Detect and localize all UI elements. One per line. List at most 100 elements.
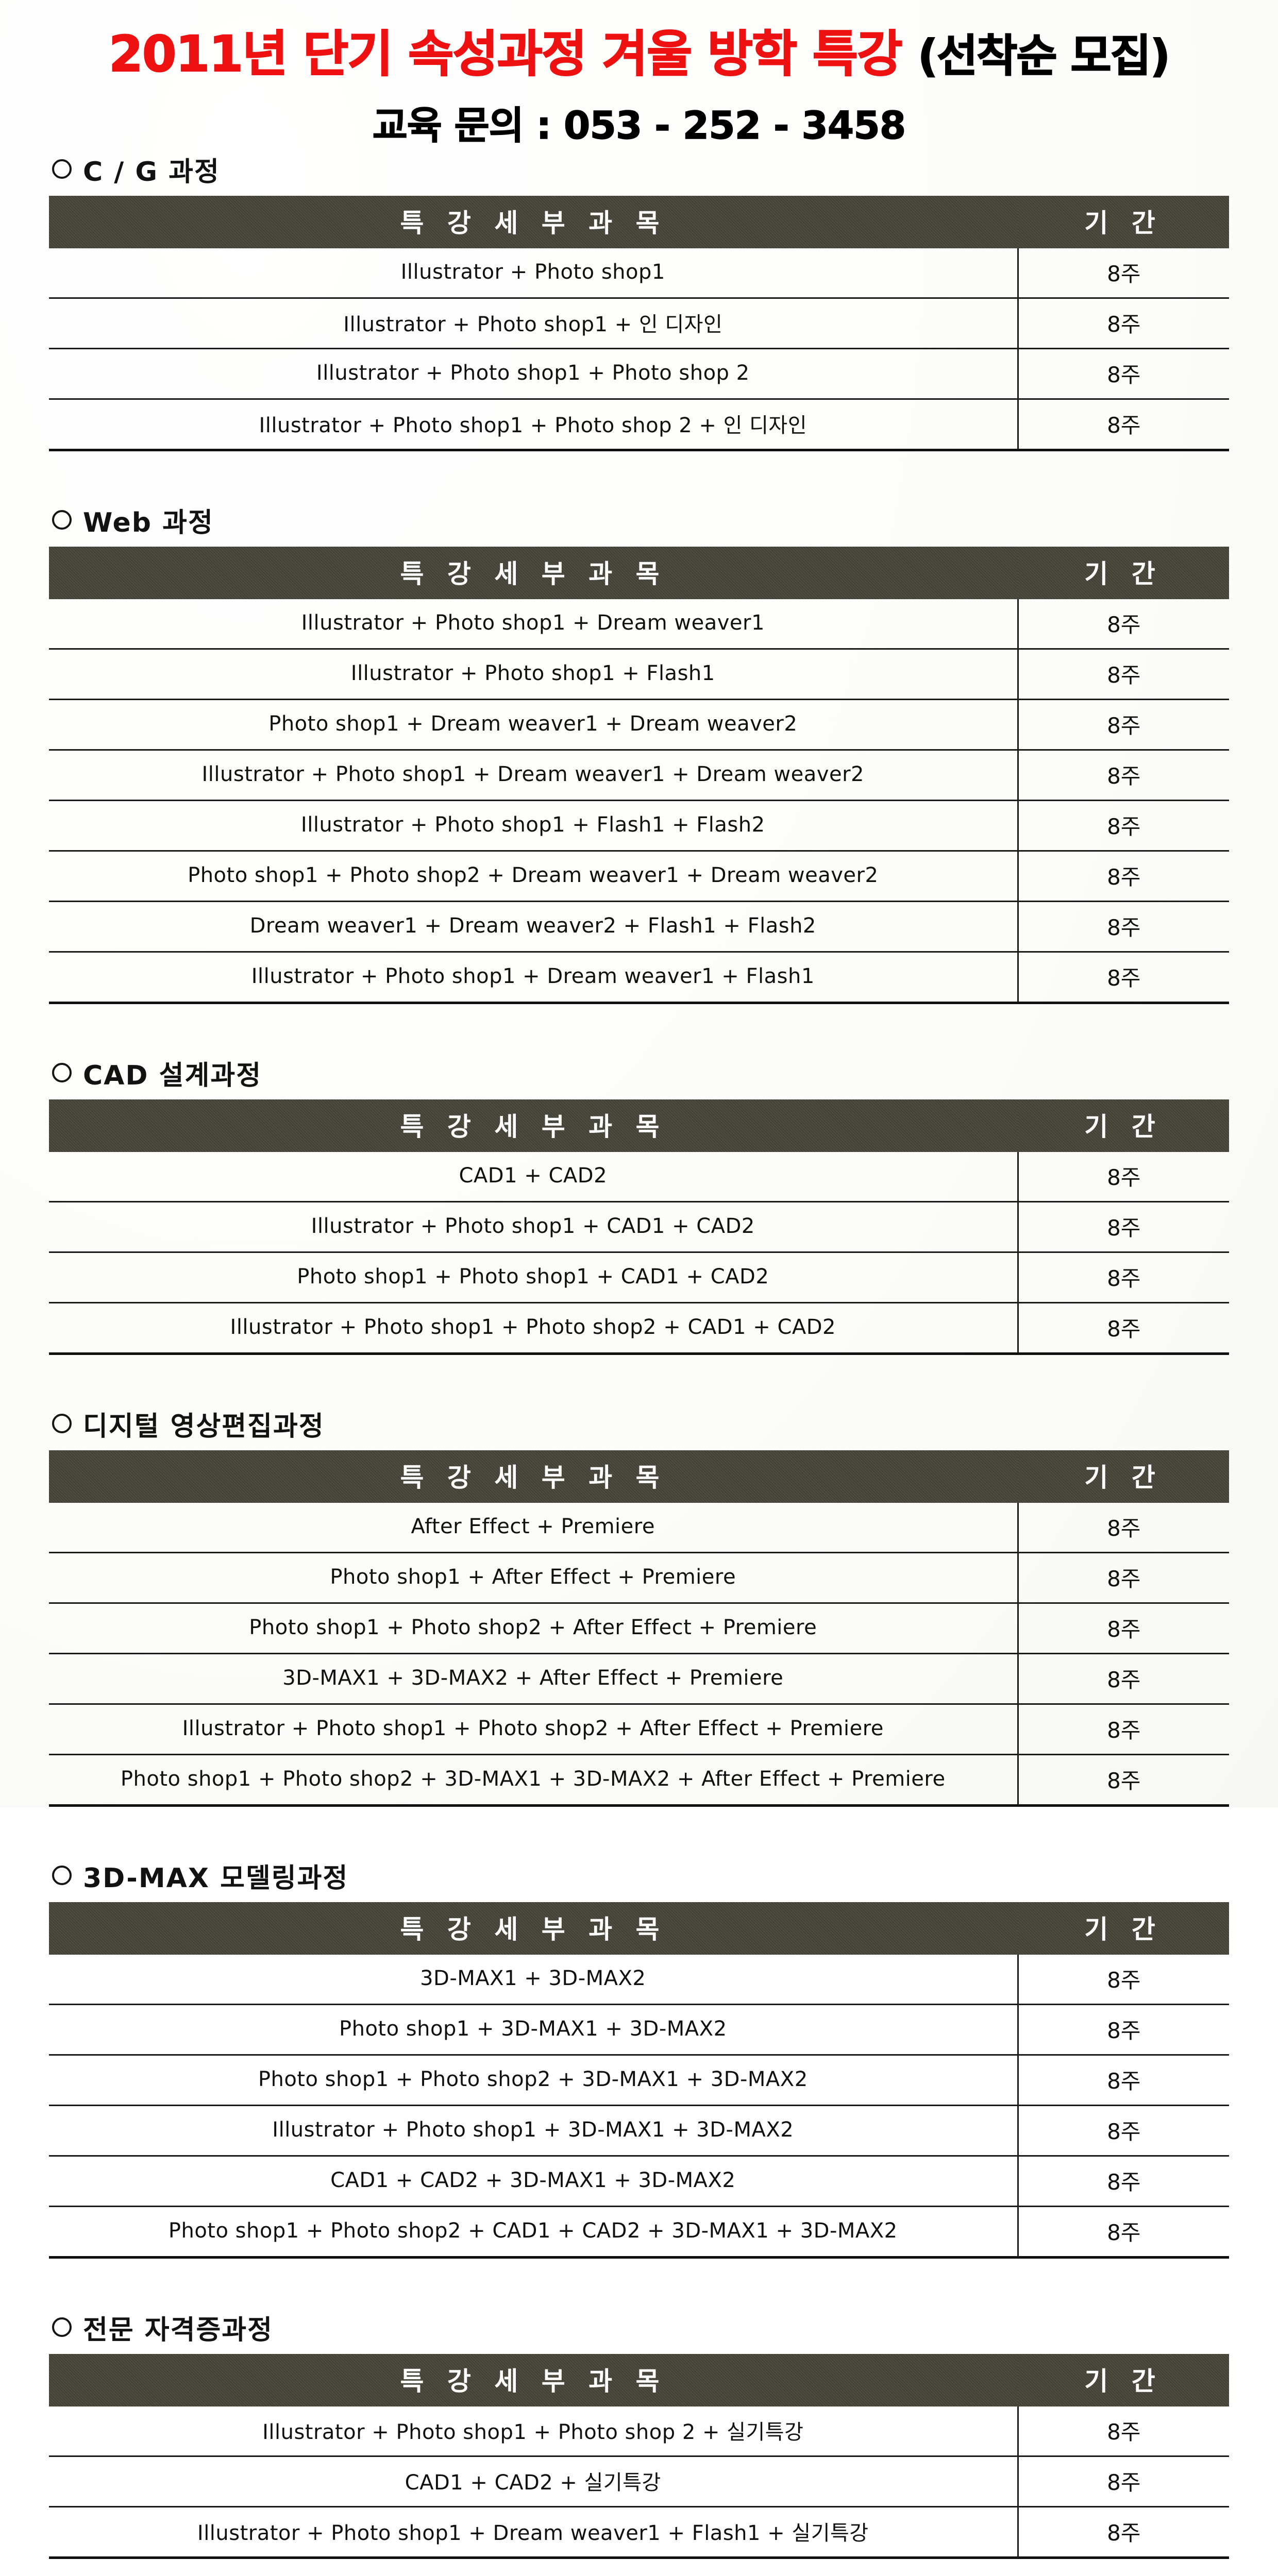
page-title-red: 2011년 단기 속성과정 겨울 방학 특강 (108, 25, 903, 83)
section-heading: Web 과정 (52, 501, 1229, 539)
cell-course-name: Illustrator + Photo shop1 + Flash1 + Fla… (49, 800, 1018, 852)
section-heading-label: 디지털 영상편집과정 (83, 1411, 325, 1442)
cell-course-name: Illustrator + Photo shop1 + Dream weaver… (49, 2506, 1018, 2559)
table-row: Photo shop1 + Photo shop2 + 3D-MAX1 + 3D… (49, 2055, 1229, 2106)
title-block: 2011년 단기 속성과정 겨울 방학 특강 (선착순 모집) 교육 문의 : … (0, 0, 1278, 150)
cell-duration: 8주 (1017, 699, 1229, 751)
cell-course-name: Photo shop1 + Dream weaver1 + Dream weav… (49, 699, 1018, 751)
column-header-course: 특 강 세 부 과 목 (49, 1099, 1018, 1152)
column-header-course: 특 강 세 부 과 목 (49, 547, 1018, 599)
cell-duration: 8주 (1017, 1201, 1229, 1253)
cell-course-name: Illustrator + Photo shop1 + Dream weaver… (49, 750, 1018, 801)
cell-course-name: Illustrator + Photo shop1 + Flash1 (49, 649, 1018, 700)
table-row: Illustrator + Photo shop1 + Dream weaver… (49, 750, 1229, 801)
cell-duration: 8주 (1017, 2156, 1229, 2207)
section-heading: 3D-MAX 모델링과정 (52, 1856, 1229, 1895)
table-row: Illustrator + Photo shop1 + CAD1 + CAD2 8… (49, 1201, 1229, 1253)
cell-duration: 8주 (1017, 901, 1229, 953)
column-header-course: 특 강 세 부 과 목 (49, 196, 1018, 248)
cell-duration: 8주 (1017, 800, 1229, 852)
table-row: 3D-MAX1 + 3D-MAX2 + After Effect + Premi… (49, 1653, 1229, 1705)
table-row: Photo shop1 + Photo shop2 + 3D-MAX1 + 3D… (49, 1754, 1229, 1807)
table-row: Illustrator + Photo shop1 + Photo shop 2… (49, 399, 1229, 451)
cell-duration: 8주 (1017, 1954, 1229, 2005)
section-heading: CAD 설계과정 (52, 1054, 1229, 1092)
circle-marker-icon (52, 1063, 72, 1083)
table-row: After Effect + Premiere 8주 (49, 1502, 1229, 1553)
page-title-black: (선착순 모집) (917, 30, 1171, 82)
cell-course-name: Illustrator + Photo shop1 + Photo shop 2… (49, 399, 1018, 451)
cell-duration: 8주 (1017, 2456, 1229, 2507)
cell-course-name: Photo shop1 + Photo shop2 + CAD1 + CAD2 … (49, 2206, 1018, 2259)
section-heading-label: Web 과정 (83, 507, 214, 538)
cell-duration: 8주 (1017, 2406, 1229, 2457)
cell-course-name: Illustrator + Photo shop1 + Photo shop2 … (49, 1704, 1018, 1755)
section-spacer (0, 2559, 1278, 2576)
table-row: Illustrator + Photo shop1 + Dream weaver… (49, 2506, 1229, 2559)
cell-duration: 8주 (1017, 248, 1229, 299)
table-row: Illustrator + Photo shop1 + Photo shop 2… (49, 2406, 1229, 2457)
column-header-duration: 기 간 (1018, 196, 1229, 248)
section-spacer (0, 2259, 1278, 2308)
cell-course-name: Illustrator + Photo shop1 + Photo shop 2… (49, 2406, 1018, 2457)
cell-course-name: Illustrator + Photo shop1 + 인 디자인 (49, 298, 1018, 349)
table-row: 3D-MAX1 + 3D-MAX2 8주 (49, 1954, 1229, 2005)
cell-course-name: Photo shop1 + Photo shop2 + Dream weaver… (49, 851, 1018, 902)
cell-course-name: CAD1 + CAD2 (49, 1151, 1018, 1202)
table-row: CAD1 + CAD2 + 실기특강 8주 (49, 2456, 1229, 2507)
cell-duration: 8주 (1017, 750, 1229, 801)
table-row: Photo shop1 + Photo shop2 + CAD1 + CAD2 … (49, 2206, 1229, 2259)
table-row: Illustrator + Photo shop1 + Dream weaver… (49, 599, 1229, 650)
section-spacer (0, 1004, 1278, 1054)
section-spacer (0, 451, 1278, 501)
table-row: CAD1 + CAD2 8주 (49, 1151, 1229, 1202)
cell-course-name: Photo shop1 + Photo shop1 + CAD1 + CAD2 (49, 1252, 1018, 1303)
cell-course-name: Photo shop1 + 3D-MAX1 + 3D-MAX2 (49, 2004, 1018, 2056)
cell-course-name: Illustrator + Photo shop1 + Dream weaver… (49, 952, 1018, 1004)
table-row: Photo shop1 + After Effect + Premiere 8주 (49, 1552, 1229, 1604)
section-spacer (0, 1355, 1278, 1404)
column-header-duration: 기 간 (1018, 1450, 1229, 1503)
cell-course-name: Photo shop1 + Photo shop2 + After Effect… (49, 1603, 1018, 1654)
table-row: Illustrator + Photo shop1 + 인 디자인 8주 (49, 298, 1229, 349)
table-row: Photo shop1 + Dream weaver1 + Dream weav… (49, 699, 1229, 751)
column-header-course: 특 강 세 부 과 목 (49, 1450, 1018, 1503)
table-row: Photo shop1 + Photo shop1 + CAD1 + CAD2 8… (49, 1252, 1229, 1303)
cell-course-name: After Effect + Premiere (49, 1502, 1018, 1553)
cell-duration: 8주 (1017, 2105, 1229, 2157)
cell-course-name: CAD1 + CAD2 + 실기특강 (49, 2456, 1018, 2507)
column-header-duration: 기 간 (1018, 2354, 1229, 2406)
cell-course-name: Photo shop1 + Photo shop2 + 3D-MAX1 + 3D… (49, 2055, 1018, 2106)
cell-duration: 8주 (1017, 1252, 1229, 1303)
cell-course-name: Illustrator + Photo shop1 (49, 248, 1018, 299)
column-header-course: 특 강 세 부 과 목 (49, 1902, 1018, 1955)
cell-duration: 8주 (1017, 1653, 1229, 1705)
section-heading-label: CAD 설계과정 (83, 1060, 262, 1091)
cell-course-name: 3D-MAX1 + 3D-MAX2 + After Effect + Premi… (49, 1653, 1018, 1705)
cell-duration: 8주 (1017, 1302, 1229, 1355)
cell-duration: 8주 (1017, 348, 1229, 400)
circle-marker-icon (52, 1866, 72, 1886)
cell-duration: 8주 (1017, 1502, 1229, 1553)
contact-subtitle: 교육 문의 : 053 - 252 - 3458 (372, 103, 906, 148)
table-row: Photo shop1 + 3D-MAX1 + 3D-MAX2 8주 (49, 2004, 1229, 2056)
table-row: Illustrator + Photo shop1 + Flash1 + Fla… (49, 800, 1229, 852)
cell-duration: 8주 (1017, 2055, 1229, 2106)
circle-marker-icon (52, 1414, 72, 1434)
cell-course-name: CAD1 + CAD2 + 3D-MAX1 + 3D-MAX2 (49, 2156, 1018, 2207)
cell-course-name: Photo shop1 + After Effect + Premiere (49, 1552, 1018, 1604)
table-row: Illustrator + Photo shop1 + Dream weaver… (49, 952, 1229, 1004)
cell-duration: 8주 (1017, 1754, 1229, 1807)
